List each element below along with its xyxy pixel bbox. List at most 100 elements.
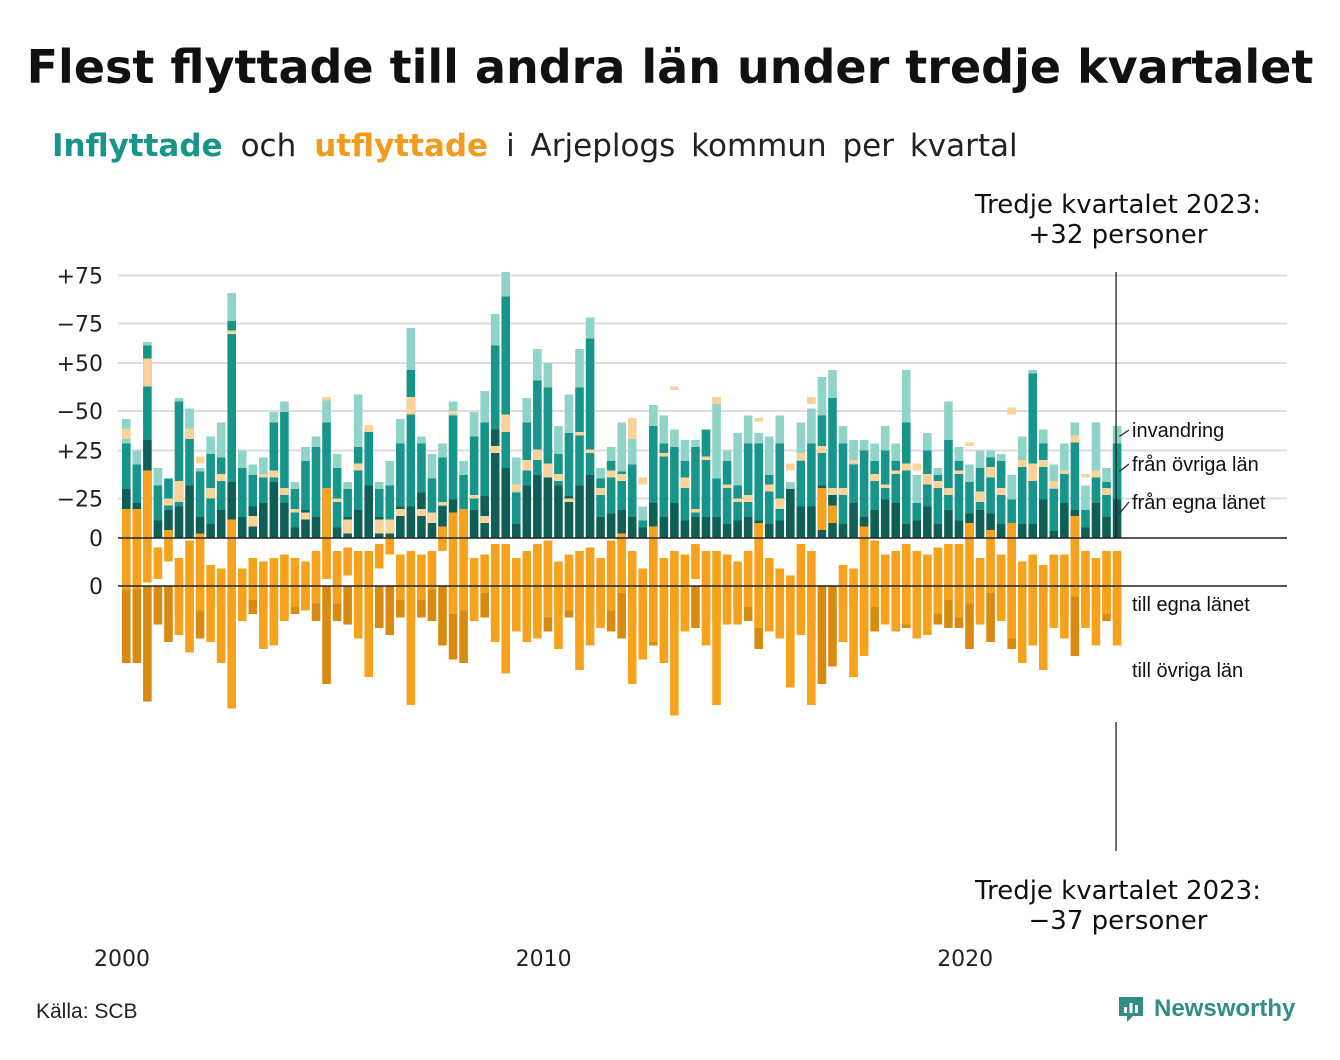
bar-in-immigration xyxy=(427,454,437,479)
newsworthy-logo: Newsworthy xyxy=(1116,994,1295,1024)
bar-out-other-counties xyxy=(764,558,774,632)
bar-out-emigration xyxy=(722,484,732,488)
bar-out-emigration xyxy=(733,498,742,502)
bar-in-other-counties xyxy=(670,447,679,503)
bar-in-own-county xyxy=(996,524,1006,538)
bar-out-own-county xyxy=(438,586,447,646)
bar-out-other-counties xyxy=(585,547,595,646)
bar-in-immigration xyxy=(290,482,300,489)
bar-in-other-counties xyxy=(722,461,732,524)
bar-out-other-counties xyxy=(533,544,542,639)
bar-out-other-counties xyxy=(1017,561,1027,663)
bar-out-emigration xyxy=(764,484,774,492)
bar-out-emigration xyxy=(680,477,690,488)
bar-in-own-county xyxy=(617,510,626,538)
bar-in-immigration xyxy=(965,464,974,482)
bar-out-emigration xyxy=(438,502,447,506)
x-tick-label: 2020 xyxy=(937,947,993,972)
bar-in-immigration xyxy=(237,450,247,468)
bar-in-other-counties xyxy=(680,461,690,521)
bar-out-emigration xyxy=(533,449,542,460)
bar-out-emigration xyxy=(754,418,763,422)
bar-out-emigration xyxy=(427,512,437,523)
bar-out-other-counties xyxy=(849,568,858,677)
bar-in-immigration xyxy=(469,412,479,437)
bar-in-immigration xyxy=(185,408,194,433)
bar-in-other-counties xyxy=(912,503,922,521)
source-note: Källa: SCB xyxy=(36,1000,138,1023)
bar-out-other-counties xyxy=(364,551,374,677)
bar-in-immigration xyxy=(1060,443,1069,472)
bar-in-own-county xyxy=(743,517,753,538)
bar-in-other-counties xyxy=(143,345,152,440)
label-fran-ovriga-lan: från övriga län xyxy=(1132,454,1259,476)
annotation-bottom-line2: −37 personer xyxy=(1028,906,1208,936)
label-fran-egna-lanet: från egna länet xyxy=(1132,492,1266,514)
bar-in-immigration xyxy=(996,454,1006,461)
bar-in-other-counties xyxy=(627,464,637,517)
bar-out-other-counties xyxy=(617,533,626,593)
bar-in-immigration xyxy=(944,401,953,440)
bar-out-other-counties xyxy=(237,568,247,621)
bar-out-other-counties xyxy=(1102,551,1111,614)
bar-out-other-counties xyxy=(954,544,964,618)
bar-in-other-counties xyxy=(933,475,943,524)
label-connector xyxy=(1118,463,1130,472)
bar-out-emigration xyxy=(1070,435,1080,443)
bar-in-other-counties xyxy=(501,296,511,468)
bar-in-own-county xyxy=(575,485,584,538)
bar-out-emigration xyxy=(554,474,563,481)
bar-in-other-counties xyxy=(1049,489,1059,531)
bar-out-emigration xyxy=(638,477,648,485)
bar-in-own-county xyxy=(522,485,532,538)
bar-out-emigration xyxy=(923,474,932,485)
bar-in-other-counties xyxy=(427,478,437,517)
bar-out-emigration xyxy=(490,446,500,453)
bar-in-own-county xyxy=(1017,524,1027,538)
bar-out-other-counties xyxy=(912,551,922,639)
bar-in-immigration xyxy=(1112,426,1122,444)
bar-in-other-counties xyxy=(775,443,785,521)
bar-in-other-counties xyxy=(1070,440,1080,510)
bar-out-other-counties xyxy=(153,547,163,579)
bar-out-emigration xyxy=(701,456,711,460)
bar-out-emigration xyxy=(817,446,827,453)
bar-out-other-counties xyxy=(374,544,384,569)
bar-in-own-county xyxy=(870,510,879,538)
bar-in-other-counties xyxy=(417,443,426,493)
bar-out-emigration xyxy=(301,512,310,520)
bar-in-own-county xyxy=(680,520,690,538)
bar-out-other-counties xyxy=(1091,558,1101,646)
bar-out-emigration xyxy=(480,516,489,523)
bar-out-other-counties xyxy=(733,561,742,625)
bar-out-emigration xyxy=(332,498,342,502)
bar-out-other-counties xyxy=(817,488,827,530)
bar-out-emigration xyxy=(269,470,279,478)
bar-out-other-counties xyxy=(427,551,437,590)
bar-in-own-county xyxy=(174,506,184,538)
bar-in-immigration xyxy=(1081,485,1090,510)
bar-out-other-counties xyxy=(185,540,194,653)
bar-out-own-county xyxy=(143,586,152,702)
bar-in-other-counties xyxy=(490,345,500,430)
bar-in-other-counties xyxy=(533,380,542,475)
bar-out-other-counties xyxy=(828,505,837,523)
bar-out-other-counties xyxy=(385,537,395,555)
bar-in-other-counties xyxy=(280,412,289,503)
bar-out-own-county xyxy=(417,586,426,618)
bar-out-own-county xyxy=(986,586,995,642)
bar-in-immigration xyxy=(1091,422,1101,475)
bar-out-own-county xyxy=(870,586,879,632)
bar-in-other-counties xyxy=(438,457,447,507)
label-till-ovriga-lan: till övriga län xyxy=(1132,660,1243,682)
bar-out-other-counties xyxy=(596,558,605,628)
bar-in-immigration xyxy=(649,405,658,426)
bar-in-immigration xyxy=(807,408,816,444)
bar-in-own-county xyxy=(701,517,711,538)
bar-in-immigration xyxy=(638,506,648,521)
bar-out-other-counties xyxy=(627,551,637,684)
bar-out-other-counties xyxy=(290,558,300,607)
bar-out-emigration xyxy=(227,330,236,334)
label-connector xyxy=(1118,501,1130,514)
bar-in-other-counties xyxy=(1060,471,1069,503)
